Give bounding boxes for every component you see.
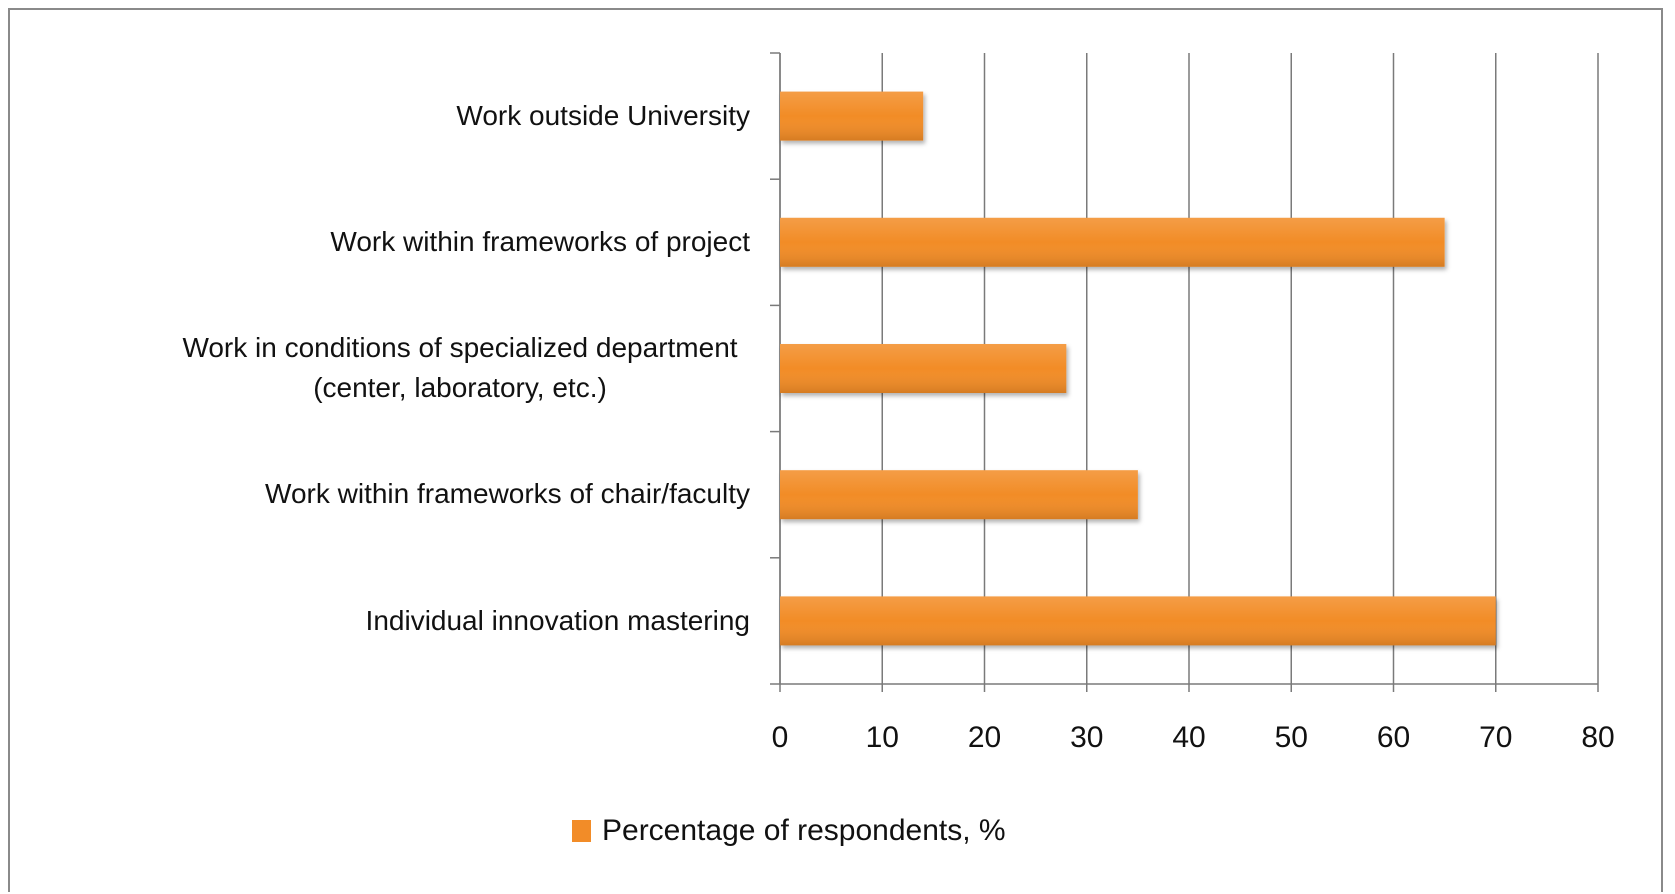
x-tick-label: 60 bbox=[1377, 721, 1410, 754]
bar-shading bbox=[780, 596, 1496, 646]
x-tick-label: 30 bbox=[1070, 721, 1103, 754]
y-tick-label: Work in conditions of specialized depart… bbox=[182, 331, 738, 404]
bar-shading bbox=[780, 217, 1445, 267]
category-label-box: Work within frameworks of project bbox=[330, 179, 750, 305]
x-tick-label: 50 bbox=[1275, 721, 1308, 754]
x-tick-label: 10 bbox=[866, 721, 899, 754]
x-tick-label: 0 bbox=[772, 721, 789, 754]
y-tick-label: Work outside University bbox=[456, 99, 750, 131]
x-tick-label: 20 bbox=[968, 721, 1001, 754]
bar-shading bbox=[780, 91, 924, 141]
x-tick-label: 70 bbox=[1479, 721, 1512, 754]
x-tick-label: 80 bbox=[1581, 721, 1614, 754]
bar-shading bbox=[780, 344, 1067, 393]
bar-shading bbox=[780, 470, 1138, 520]
legend-swatch bbox=[572, 820, 591, 842]
legend-label: Percentage of respondents, % bbox=[602, 814, 1006, 847]
category-label-box: Individual innovation mastering bbox=[366, 558, 750, 684]
category-label-box: Work within frameworks of chair/faculty bbox=[265, 432, 750, 558]
y-tick-label: Work within frameworks of chair/faculty bbox=[265, 478, 750, 510]
y-tick-label: Work within frameworks of project bbox=[330, 225, 750, 257]
y-tick-label: Individual innovation mastering bbox=[365, 604, 750, 636]
category-label-box: Work outside University bbox=[456, 53, 750, 179]
chart-frame bbox=[8, 8, 1663, 892]
category-label-box: Work in conditions of specialized depart… bbox=[170, 305, 750, 431]
x-tick-label: 40 bbox=[1172, 721, 1205, 754]
